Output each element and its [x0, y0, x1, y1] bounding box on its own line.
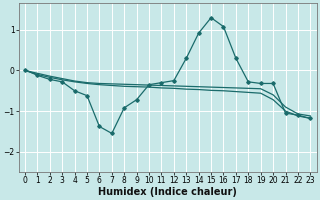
X-axis label: Humidex (Indice chaleur): Humidex (Indice chaleur) [98, 187, 237, 197]
